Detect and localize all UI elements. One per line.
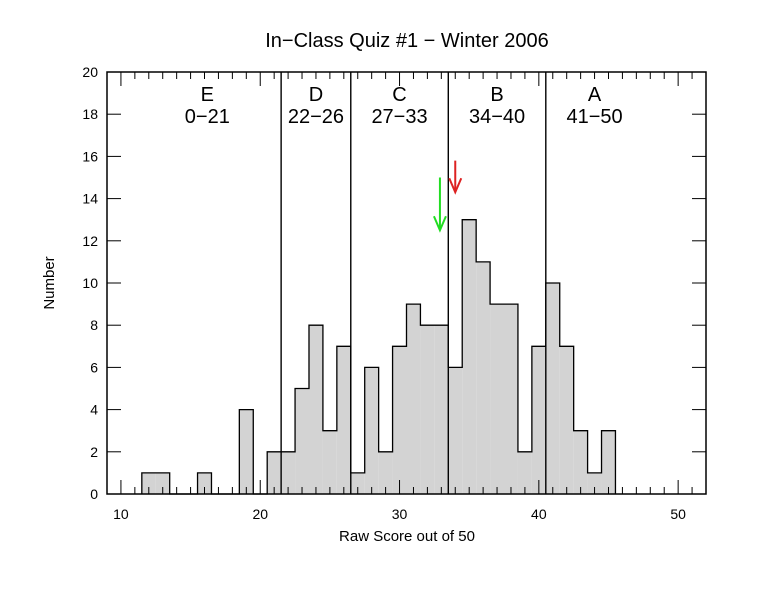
histogram-bar-fill [531,346,546,494]
histogram-bar-fill [504,304,518,494]
histogram-bar-fill [392,346,407,494]
x-tick-label: 40 [531,506,547,522]
histogram-bars [141,219,617,495]
y-tick-label: 16 [82,148,98,164]
histogram-bar-fill [155,472,170,494]
histogram-bar-fill [406,304,421,494]
chart-title: In−Class Quiz #1 − Winter 2006 [265,30,548,52]
grade-range-label: 41−50 [566,106,622,128]
histogram-bar-fill [545,283,560,494]
histogram-bar-fill [322,430,337,494]
arrow-head [448,177,463,195]
grade-letter-label: A [588,84,602,106]
grade-letter-label: D [309,84,323,106]
histogram-bar-fill [336,346,351,494]
grade-letter-label: B [490,84,503,106]
histogram-bar-fill [476,261,491,494]
histogram-bar-fill [490,304,505,494]
histogram-bar-fill [517,451,532,494]
x-tick-label: 10 [113,506,129,522]
axis-ticks [106,71,707,495]
histogram-bar-fill [350,472,365,494]
plot-frame [106,71,707,495]
histogram-bar-fill [559,346,574,494]
histogram-bar-fill [420,325,435,494]
y-tick-label: 2 [90,444,98,460]
grade-boundaries [280,72,547,494]
score-markers [433,160,463,233]
histogram-bar-fill [295,388,309,494]
y-tick-label: 10 [82,275,98,291]
x-tick-label: 30 [392,506,408,522]
histogram-bar-fill [573,430,588,494]
histogram-bar-fill [364,367,379,494]
y-tick-label: 8 [90,317,98,333]
arrow-head [433,215,447,233]
histogram-bar-fill [197,472,212,494]
y-axis-label: Number [41,256,58,309]
y-tick-label: 18 [82,106,98,122]
grade-letter-label: E [201,84,214,106]
grade-range-label: 0−21 [185,106,230,128]
histogram-bar-fill [462,219,477,494]
axis-tick-labels: 10 20 30 40 50 0 2 4 6 8 10 12 14 16 18 20 [82,64,686,522]
histogram-bar-fill [141,472,156,494]
histogram-bar-fill [448,367,463,494]
y-tick-label: 20 [82,64,98,80]
x-tick-label: 50 [670,506,686,522]
grade-letter-label: C [392,84,406,106]
grade-range-label: 22−26 [288,106,344,128]
grade-range-label: 34−40 [469,106,525,128]
histogram-bar-fill [239,409,254,494]
histogram-bar-fill [267,451,282,494]
histogram-bar-fill [434,325,449,494]
y-tick-label: 0 [90,486,98,502]
y-tick-label: 14 [82,191,98,207]
x-tick-label: 20 [252,506,268,522]
histogram-bar-fill [378,451,393,494]
y-tick-label: 12 [82,233,98,249]
grade-range-label: 27−33 [371,106,427,128]
y-tick-label: 4 [90,402,98,418]
histogram-bar-fill [308,325,323,494]
down-arrow-icon [448,160,463,195]
histogram-bar-fill [281,451,296,494]
histogram-bar-fill [587,472,602,494]
grade-labels: E0−21 D22−26 C27−33 B34−40 A41−50 [185,84,623,128]
down-arrow-icon [433,177,447,233]
histogram-bar-fill [601,430,616,494]
x-axis-label: Raw Score out of 50 [339,528,475,545]
y-tick-label: 6 [90,359,98,375]
